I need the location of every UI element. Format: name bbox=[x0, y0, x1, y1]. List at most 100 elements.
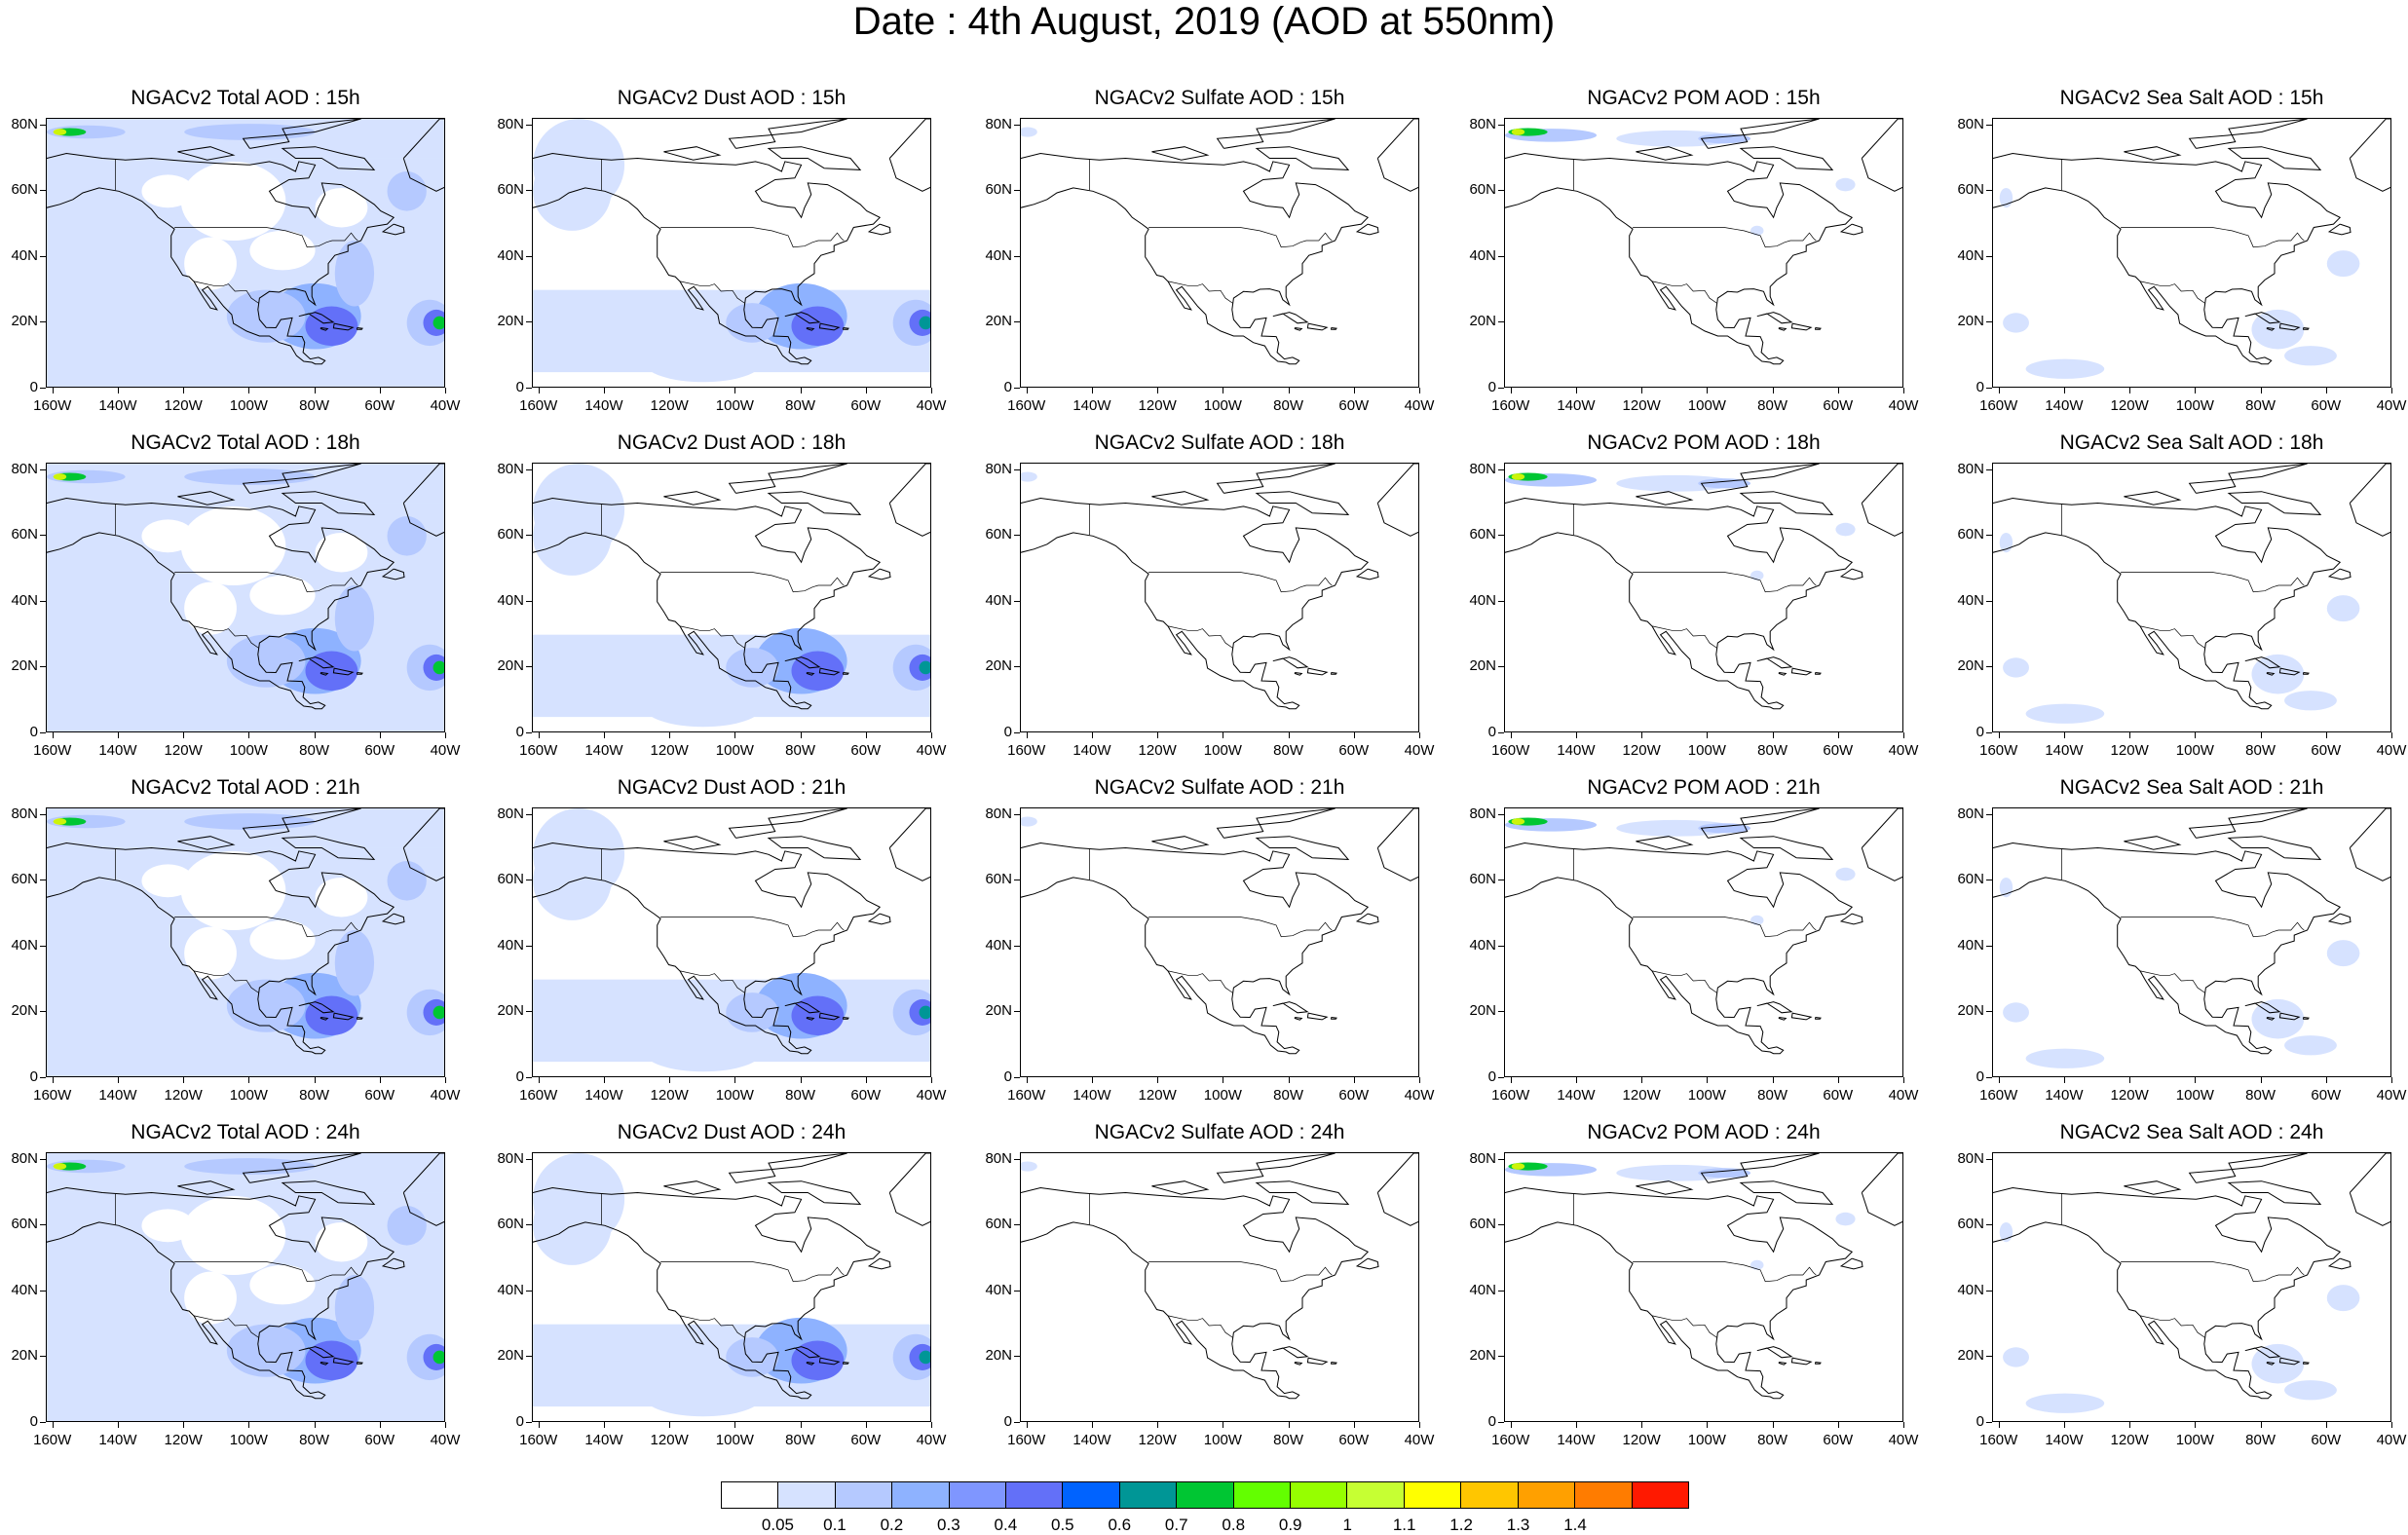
lat-tick bbox=[1986, 666, 1992, 668]
aod-contour bbox=[305, 306, 358, 347]
lat-tick bbox=[40, 1290, 46, 1292]
lat-tick-label: 0 bbox=[1975, 379, 1984, 395]
lat-tick-label: 60N bbox=[985, 526, 1012, 543]
aod-contour bbox=[726, 648, 779, 688]
lon-tick-label: 160W bbox=[1491, 1087, 1530, 1104]
lat-tick bbox=[40, 1224, 46, 1226]
country-border bbox=[1168, 625, 1233, 649]
colorbar-label: 1.2 bbox=[1449, 1516, 1473, 1534]
lon-tick-label: 40W bbox=[1888, 1432, 1919, 1448]
lon-tick bbox=[1091, 732, 1093, 738]
island-outline bbox=[1756, 1001, 1793, 1014]
country-border bbox=[1148, 917, 1333, 938]
lat-tick-label: 60N bbox=[1957, 1216, 1984, 1233]
lat-tick-label: 60N bbox=[1469, 1216, 1496, 1233]
island-outline bbox=[2188, 119, 2308, 149]
aod-field bbox=[1021, 1153, 1418, 1400]
island-outline bbox=[1861, 464, 1902, 537]
colorbar-label: 1.1 bbox=[1392, 1516, 1416, 1534]
aod-contour bbox=[919, 1350, 930, 1365]
island-outline bbox=[784, 656, 821, 669]
aod-contour bbox=[1835, 522, 1856, 537]
lat-tick-label: 80N bbox=[1469, 460, 1496, 477]
island-outline bbox=[1216, 808, 1336, 839]
island-outline bbox=[332, 1357, 355, 1366]
lat-tick bbox=[1014, 321, 1020, 323]
coastline bbox=[1505, 497, 1854, 710]
lon-tick-label: 160W bbox=[1007, 1432, 1046, 1448]
panel-title: NGACv2 Sea Salt AOD : 15h bbox=[2059, 87, 2324, 109]
island-outline bbox=[2124, 146, 2182, 161]
lon-tick-label: 120W bbox=[164, 1432, 203, 1448]
lon-tick-label: 80W bbox=[785, 1432, 815, 1448]
aod-contour bbox=[334, 929, 375, 996]
lon-tick-label: 140W bbox=[584, 397, 623, 414]
lon-tick bbox=[1772, 732, 1774, 738]
lon-tick-label: 40W bbox=[1404, 1087, 1435, 1104]
aod-contour bbox=[644, 1376, 763, 1417]
lon-tick-label: 40W bbox=[430, 1087, 461, 1104]
lon-tick bbox=[379, 388, 381, 393]
aod-field bbox=[533, 119, 930, 383]
lat-tick-label: 40N bbox=[11, 936, 38, 954]
lat-tick bbox=[1498, 1290, 1504, 1292]
lon-tick-label: 160W bbox=[519, 1432, 558, 1448]
lat-tick-label: 20N bbox=[11, 657, 38, 675]
island-outline bbox=[2278, 667, 2301, 676]
aod-contour bbox=[791, 995, 845, 1036]
island-outline bbox=[1636, 146, 1694, 161]
country-border bbox=[1633, 1261, 1817, 1283]
country-border bbox=[1148, 1261, 1333, 1283]
island-outline bbox=[2244, 1001, 2281, 1014]
island-outline bbox=[1815, 327, 1822, 330]
lat-tick-label: 0 bbox=[515, 379, 524, 395]
lon-tick-label: 140W bbox=[584, 742, 623, 759]
aod-contour bbox=[141, 1209, 195, 1243]
island-outline bbox=[1306, 667, 1329, 676]
island-outline bbox=[843, 327, 849, 330]
lat-tick-label: 80N bbox=[497, 805, 524, 822]
lat-tick bbox=[1014, 945, 1020, 947]
lon-tick-label: 100W bbox=[229, 1087, 268, 1104]
lat-tick-label: 40N bbox=[985, 591, 1012, 609]
lat-tick-label: 60N bbox=[497, 1216, 524, 1233]
lon-tick-label: 120W bbox=[2110, 1432, 2149, 1448]
lat-tick bbox=[1986, 1422, 1992, 1423]
lat-tick bbox=[1014, 124, 1020, 126]
lat-tick bbox=[1014, 1158, 1020, 1160]
aod-field bbox=[533, 1153, 930, 1417]
lon-tick bbox=[2129, 1077, 2131, 1083]
aod-contour bbox=[2284, 691, 2337, 711]
aod-contour bbox=[2025, 358, 2105, 379]
aod-field bbox=[1505, 1153, 1902, 1400]
island-outline bbox=[1839, 568, 1863, 580]
lon-tick bbox=[379, 1077, 381, 1083]
lon-tick bbox=[117, 732, 119, 738]
coastline bbox=[47, 152, 395, 365]
lat-tick bbox=[40, 600, 46, 602]
island-outline bbox=[1636, 1180, 1694, 1195]
lon-tick bbox=[603, 1077, 605, 1083]
island-outline bbox=[1739, 836, 1834, 860]
aod-contour bbox=[1021, 471, 1037, 482]
island-outline bbox=[2303, 672, 2310, 675]
map-sulfate-18h bbox=[1020, 463, 1419, 732]
lon-tick bbox=[2260, 1422, 2262, 1428]
lon-tick bbox=[1903, 1077, 1904, 1083]
lon-tick bbox=[183, 1422, 185, 1428]
island-outline bbox=[1815, 1017, 1822, 1020]
lon-tick bbox=[538, 732, 540, 738]
aod-contour bbox=[226, 634, 306, 688]
lon-tick-label: 40W bbox=[916, 1087, 947, 1104]
lon-tick-label: 60W bbox=[364, 397, 395, 414]
lat-tick-label: 60N bbox=[11, 1216, 38, 1233]
aod-contour bbox=[315, 1221, 368, 1262]
map-pom-15h bbox=[1504, 118, 1903, 388]
country-border bbox=[680, 970, 745, 993]
island-outline bbox=[1739, 491, 1834, 515]
aod-contour bbox=[184, 1271, 237, 1325]
lat-tick-label: 0 bbox=[29, 379, 38, 395]
aod-contour bbox=[1511, 473, 1525, 480]
coastline bbox=[1505, 152, 1854, 365]
aod-field bbox=[1993, 119, 2390, 379]
